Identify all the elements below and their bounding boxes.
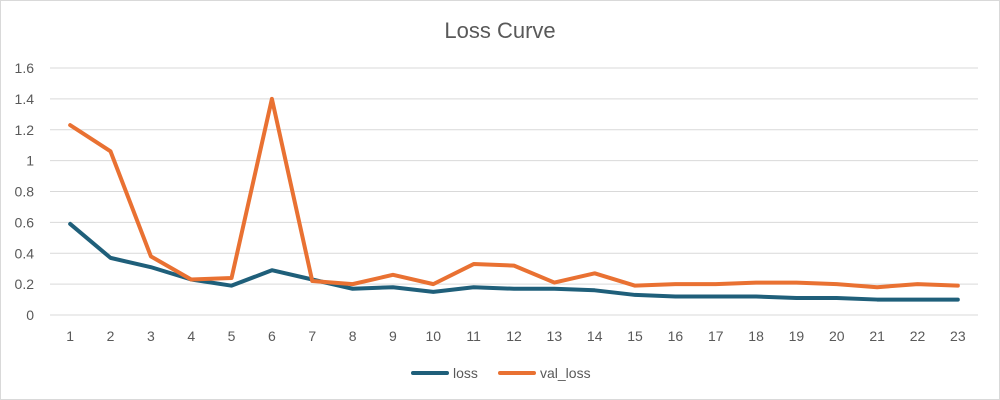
x-tick-label: 6 [268,328,276,344]
gridlines [50,67,978,316]
y-tick-label: 1.4 [15,91,35,107]
y-tick-label: 0.8 [15,184,35,200]
y-tick-label: 1 [26,153,34,169]
val-loss-series-line [68,96,960,290]
x-tick-label: 16 [668,328,684,344]
x-tick-label: 12 [506,328,522,344]
legend-loss-label: loss [453,365,478,381]
x-tick-label: 18 [748,328,764,344]
x-tick-label: 19 [789,328,805,344]
x-tick-label: 17 [708,328,724,344]
x-tick-label: 3 [147,328,155,344]
series-lines [68,96,960,302]
x-tick-label: 15 [627,328,643,344]
y-tick-label: 0.2 [15,276,35,292]
chart-title: Loss Curve [444,18,555,43]
y-tick-label: 1.2 [15,122,35,138]
x-tick-label: 5 [228,328,236,344]
y-axis-tick-labels: 0 0.2 0.4 0.6 0.8 1 1.2 1.4 1.6 [15,60,35,323]
x-tick-label: 8 [349,328,357,344]
x-tick-label: 7 [308,328,316,344]
x-tick-label: 13 [547,328,563,344]
x-tick-label: 1 [66,328,74,344]
x-axis-tick-labels: 1 2 3 4 5 6 7 8 9 10 11 12 13 14 15 16 17 18 19 20 21 22 23 [66,328,966,344]
y-tick-label: 0 [26,307,34,323]
x-tick-label: 9 [389,328,397,344]
x-tick-label: 14 [587,328,603,344]
x-tick-label: 23 [950,328,966,344]
loss-series-line [68,221,960,302]
x-tick-label: 22 [910,328,926,344]
x-tick-label: 10 [426,328,442,344]
x-tick-label: 4 [187,328,195,344]
y-tick-label: 1.6 [15,60,35,76]
x-tick-label: 2 [107,328,115,344]
y-tick-label: 0.6 [15,214,35,230]
x-tick-label: 11 [466,328,481,344]
x-tick-label: 20 [829,328,845,344]
legend-val-loss-label: val_loss [540,365,591,381]
legend: loss val_loss [411,365,591,381]
y-tick-label: 0.4 [15,245,35,261]
x-tick-label: 21 [869,328,885,344]
